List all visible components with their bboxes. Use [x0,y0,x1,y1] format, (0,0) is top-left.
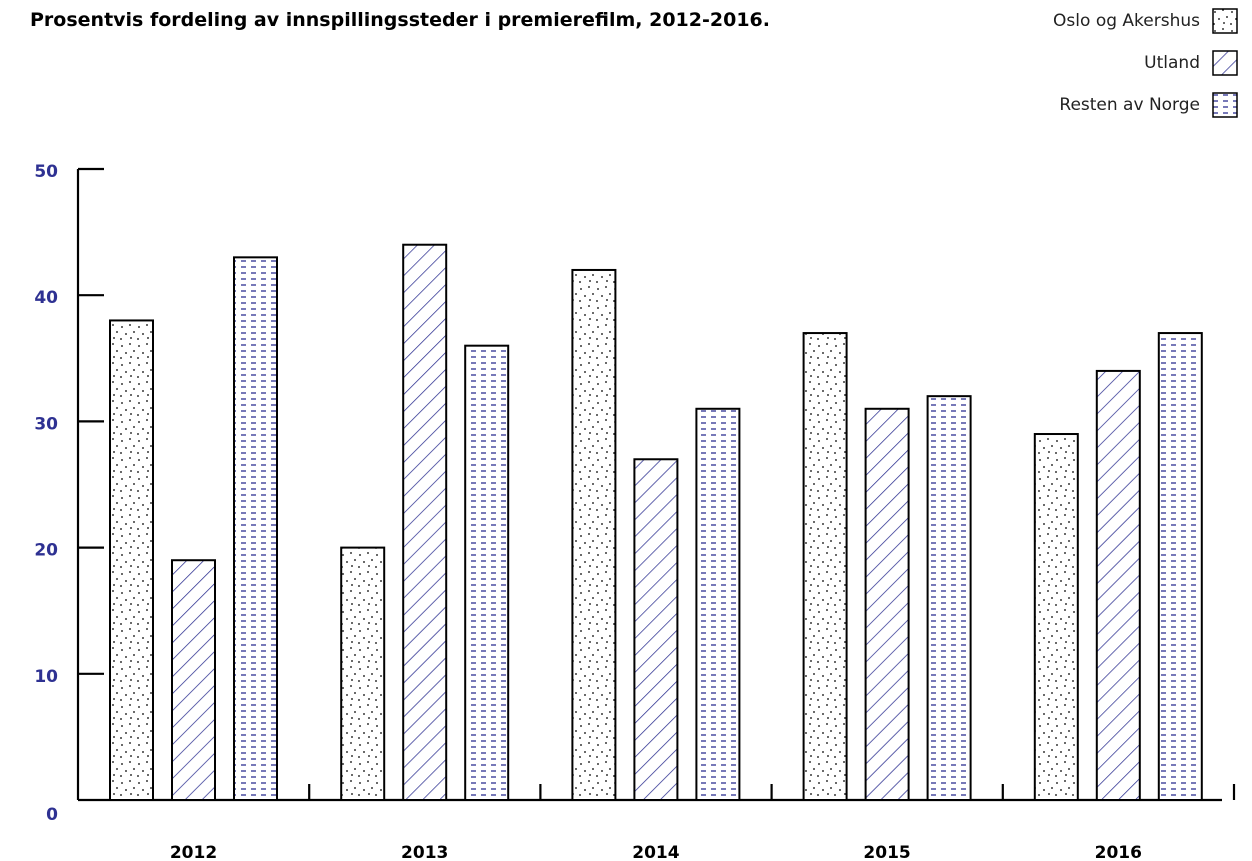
bar-diagonal-2013 [402,243,448,802]
legend-item-utland: Utland [1053,50,1238,76]
bar-dots-2015 [802,332,848,801]
bar-dots-2016 [1033,433,1079,801]
bar-dashes-2013 [464,344,510,801]
bar-dots-2013 [340,546,386,801]
legend-swatch-dashes [1212,92,1238,118]
bar-diagonal-2012 [171,559,216,801]
bars [109,243,1203,802]
legend-label-resten: Resten av Norge [1059,95,1200,115]
x-tick-label: 2016 [1095,843,1142,861]
bar-dots-2014 [571,268,617,801]
bar-diagonal-2015 [864,407,910,801]
bar-dashes-2012 [233,256,278,801]
y-tick-label: 10 [34,667,58,687]
bar-dashes-2014 [695,407,741,801]
legend-swatch-dots [1212,8,1238,34]
bar-dots-2012 [109,319,154,801]
x-tick-label: 2015 [863,843,910,861]
y-tick-label: 30 [34,414,58,434]
legend-item-resten: Resten av Norge [1053,92,1238,118]
x-tick-label: 2012 [170,843,217,861]
y-tick-label: 40 [34,288,58,308]
y-tick-label: 0 [46,805,58,825]
legend-item-oslo: Oslo og Akershus [1053,8,1238,34]
bar-dashes-2016 [1157,332,1203,801]
legend-swatch-diagonal [1212,50,1238,76]
chart-title: Prosentvis fordeling av innspillingssted… [30,9,770,31]
legend: Oslo og Akershus Utland Resten av Norge [1053,8,1238,118]
y-tick-label: 50 [34,162,58,182]
bar-dashes-2015 [926,395,972,801]
tick-labels: 0 10 20 30 40 50 2012 2013 2014 2015 2016 [34,162,1142,861]
bar-diagonal-2016 [1095,369,1141,801]
legend-label-oslo: Oslo og Akershus [1053,11,1200,31]
legend-label-utland: Utland [1144,53,1200,73]
y-tick-label: 20 [34,541,58,561]
x-tick-label: 2014 [632,843,679,861]
x-tick-label: 2013 [401,843,448,861]
bar-diagonal-2014 [633,458,679,801]
